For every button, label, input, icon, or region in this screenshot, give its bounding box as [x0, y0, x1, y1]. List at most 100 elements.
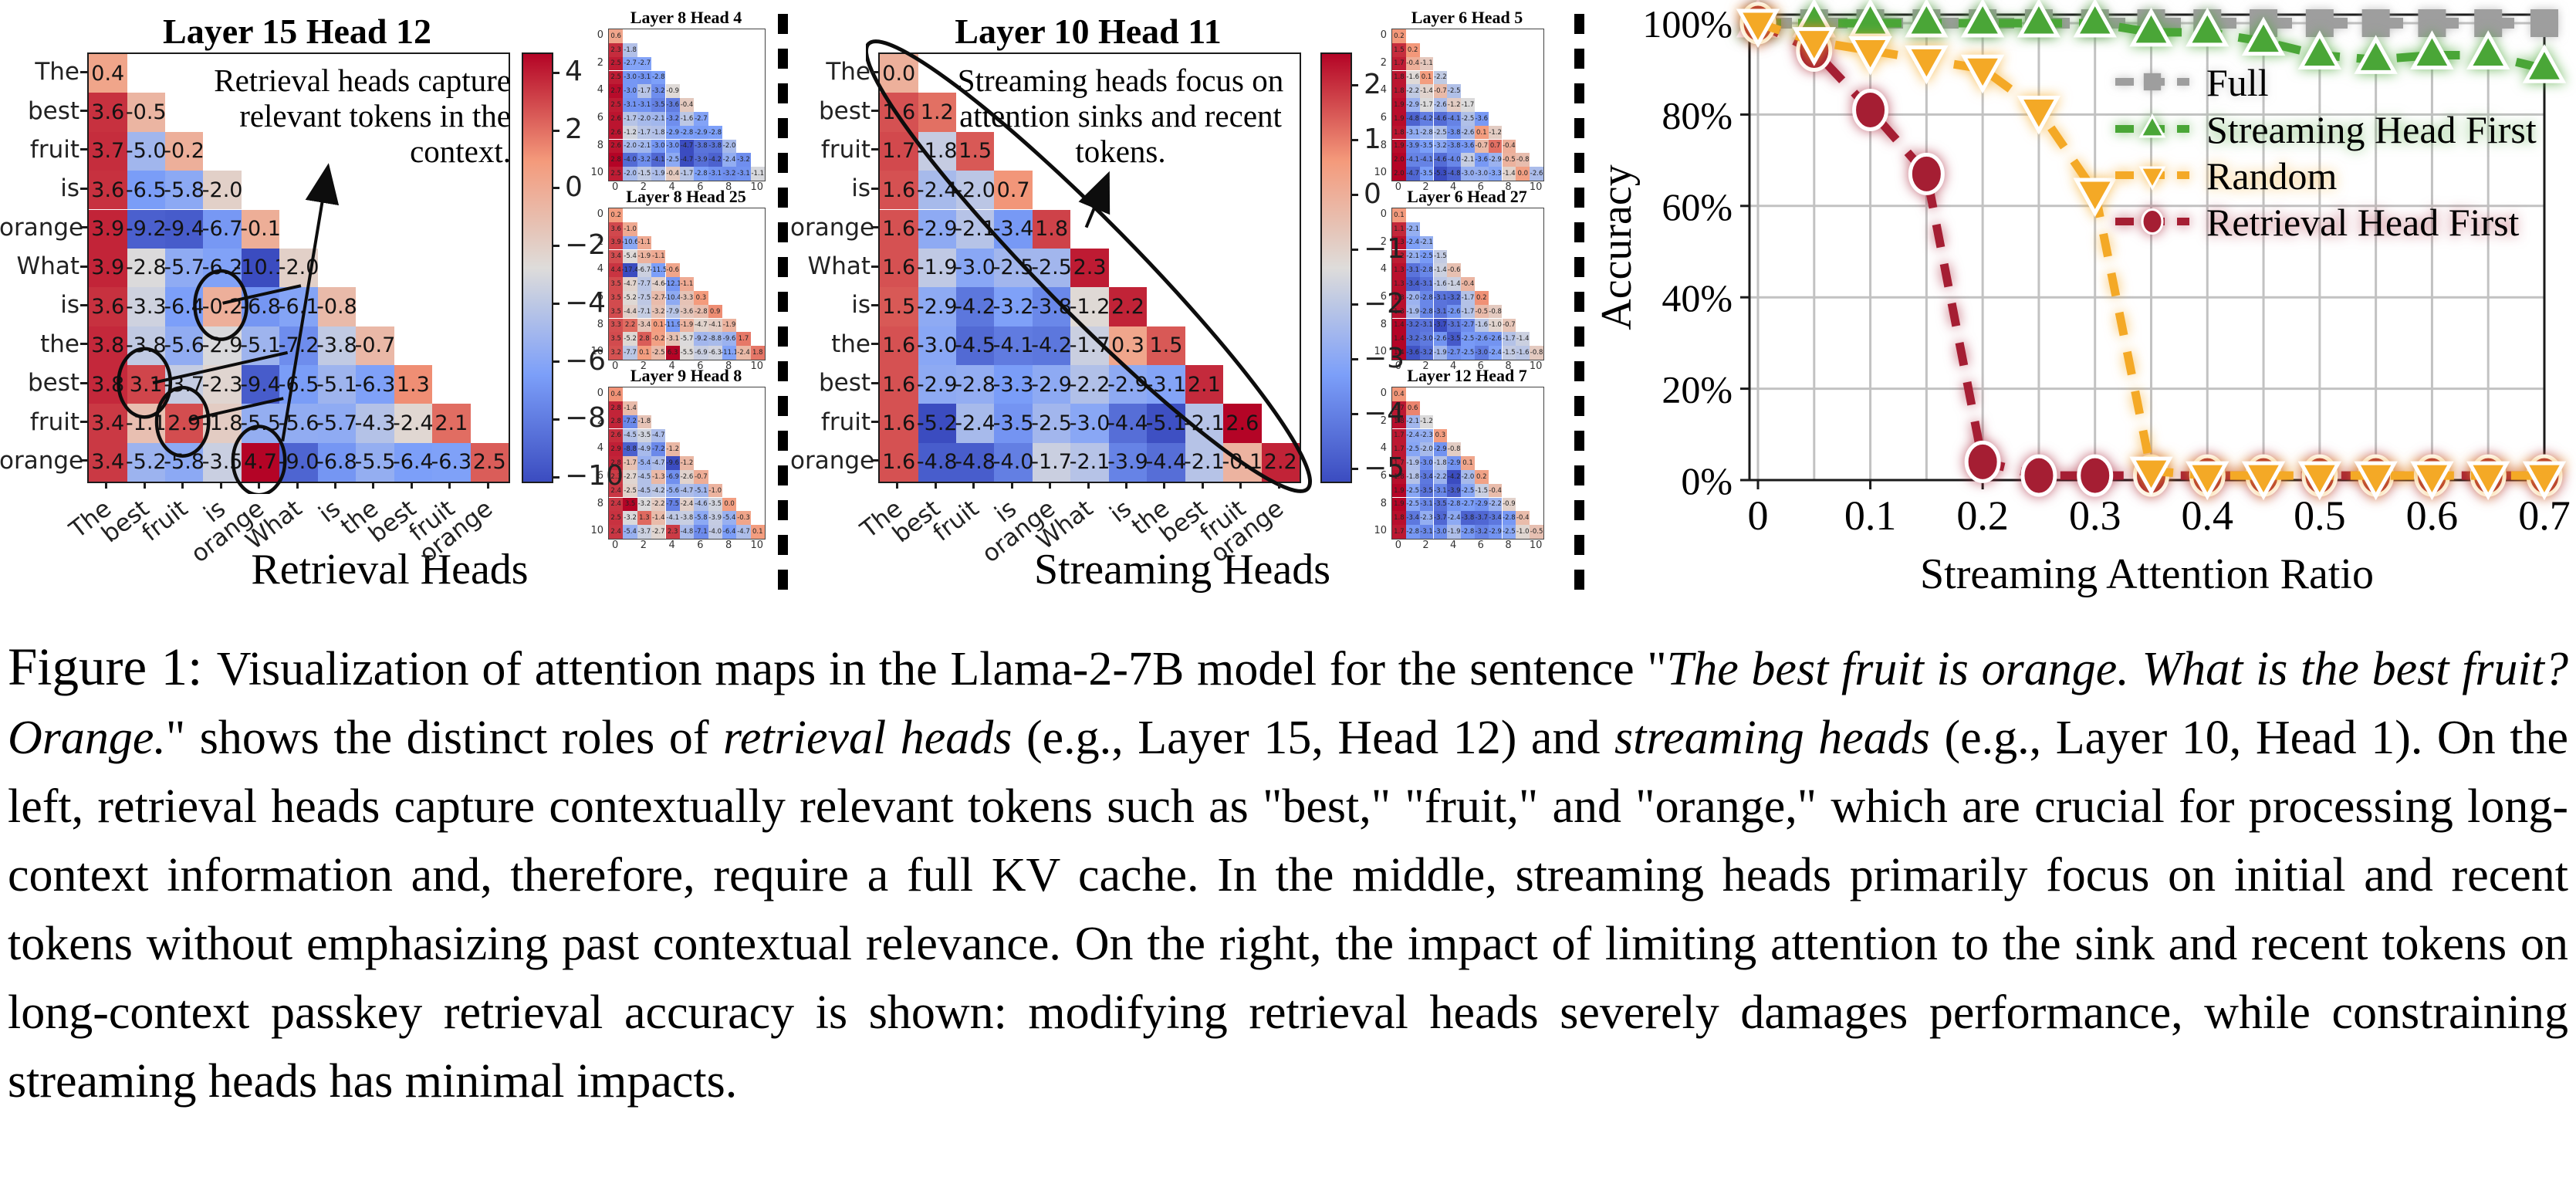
col-tick-mark	[181, 482, 184, 489]
mini-heatmap-cell: -1.9	[1405, 304, 1420, 319]
heatmap-cell: 2.2	[1108, 287, 1148, 326]
mini-heatmap-cell: -1.4	[623, 401, 637, 415]
triangle-up-marker	[2073, 0, 2117, 38]
row-tick-label: is	[60, 291, 79, 320]
mini-x-tick-label: 6	[697, 540, 704, 551]
mini-heatmap-cell: -2.5	[665, 153, 680, 167]
legend-item: Full	[2115, 61, 2269, 104]
mini-heatmap-cell: 4.4	[609, 263, 624, 278]
heatmap-cell: -6.5	[279, 364, 319, 404]
mini-heatmap-cell: -2.8	[651, 70, 666, 85]
heatmap-cell: -3.0	[917, 326, 958, 365]
col-tick-mark	[296, 482, 299, 489]
row-tick-label: fruit	[820, 408, 870, 436]
heatmap-cell: -3.7	[164, 364, 205, 404]
mini-x-tick-label: 2	[1422, 360, 1429, 372]
mini-heatmap-cell: -3.8	[1461, 511, 1475, 526]
mini-x-tick-label: 6	[1477, 540, 1484, 551]
heatmap-cell: -1.7	[1031, 442, 1072, 482]
triangle-down-marker	[1792, 27, 1837, 66]
mini-heatmap-cell: 1.5	[1392, 42, 1406, 57]
mini-heatmap-cell: -5.4	[623, 525, 637, 539]
heatmap-cell: -5.2	[917, 404, 958, 443]
mini-heatmap-cell: -10.6	[622, 235, 639, 250]
mini-heatmap-cell: -1.2	[665, 442, 680, 457]
mini-y-tick-label: 0	[597, 29, 603, 41]
mini-heatmap-cell: -0.5	[1530, 525, 1543, 539]
mini-heatmap-cell: -5.4	[623, 249, 637, 264]
mini-y-tick-label: 8	[597, 497, 603, 509]
mini-heatmap-cell: 0.1	[1392, 208, 1406, 222]
mini-heatmap-cell: -2.9	[694, 125, 708, 140]
caption-italic-run: streaming heads	[1614, 712, 1930, 764]
mini-heatmap-cell: -3.1	[1433, 290, 1448, 305]
mini-heatmap-cell: -3.9	[694, 153, 708, 167]
circle-marker	[2077, 454, 2114, 497]
mini-heatmap-cell: -2.0	[1461, 469, 1475, 484]
mini-heatmap-cell: -2.4	[722, 153, 737, 167]
mini-heatmap-cell: 2.8	[637, 332, 652, 347]
heatmap-cell: -6.4	[393, 442, 434, 482]
mini-x-tick-label: 4	[668, 181, 675, 193]
mini-heatmap-cell: -2.4	[1447, 511, 1462, 526]
mini-heatmap-cell: 3.5	[609, 332, 624, 347]
mini-heatmap-cell: 2.4	[609, 525, 624, 539]
circle-marker	[1964, 440, 2001, 483]
mini-y-tick-label: 10	[590, 167, 603, 179]
mini-heatmap-cell: -1.6	[1433, 277, 1448, 291]
mini-heatmap-cell: -2.5	[1433, 125, 1448, 140]
heatmap-cell: 2.9	[164, 404, 204, 443]
mini-heatmap-cell: -0.4	[1461, 277, 1475, 291]
heatmap-cell: 1.5	[880, 287, 918, 326]
row-tick-label: best	[818, 96, 870, 125]
triangle-down-marker	[2297, 461, 2342, 501]
dashed-divider	[778, 14, 788, 594]
y-tick-label: 0%	[1681, 459, 1733, 502]
mini-heatmap-cell: 0.6	[1405, 401, 1420, 415]
mini-heatmap: 0.6 2.3 -1.8 2.5 -2.7 -2.7 2.5 -3.0 -3.1 -2.8 2.7-…	[608, 29, 766, 181]
mini-heatmap-cell: -3.3	[1488, 167, 1503, 181]
caption-label: Figure 1:	[8, 638, 217, 696]
mini-heatmap-cell: -1.0	[1488, 318, 1503, 333]
triangle-up-marker	[2297, 30, 2342, 69]
row-tick-label: fruit	[29, 135, 79, 164]
x-tick-label: 0.1	[1844, 492, 1897, 539]
mini-y-tick-label: 8	[597, 139, 603, 151]
colorbar-tick-label: −4	[565, 286, 607, 319]
legend-label: Retrieval Head First	[2206, 201, 2520, 244]
col-tick-mark	[372, 482, 375, 489]
mini-heatmap-cell: -2.5	[1405, 483, 1420, 498]
heatmap-cell: -2.1	[1184, 442, 1225, 482]
circle-marker	[2020, 454, 2057, 497]
mini-heatmap-cell: -3.2	[651, 84, 666, 99]
mini-heatmap-cell: -4.7	[1405, 167, 1420, 181]
mini-x-tick-label: 8	[1505, 540, 1512, 551]
col-tick-mark	[1125, 482, 1127, 489]
mini-heatmap-cell: 2.4	[609, 497, 624, 512]
mini-heatmap-cell: 1.9	[1392, 483, 1406, 498]
mini-heatmap: 0.2 3.6 -1.0 3.9 -10.6 -1.1 3.4 -5.4 -1.9 -1.1 4.4…	[608, 208, 766, 360]
heatmap-cell: -5.8	[164, 171, 205, 210]
mini-heatmap-cell: -4.1	[708, 318, 722, 333]
mini-heatmap: 0.4 2.8 -1.4 2.8 -7.2 -1.8 2.6 -4.5 -3.5 -4.7 2.9-…	[608, 387, 766, 540]
col-tick-mark	[1087, 482, 1090, 489]
mini-heatmap-cell: 3.5	[623, 497, 637, 512]
col-tick-mark	[219, 482, 222, 489]
colorbar-tick-mark	[552, 187, 559, 190]
mini-heatmap-cell: -5.2	[623, 332, 637, 347]
mini-heatmap-cell: 2.3	[665, 525, 680, 539]
mini-heatmap-cell: -2.2	[1405, 84, 1420, 99]
mini-heatmap-cell: -12.1	[664, 277, 681, 291]
mini-heatmap-cell: -1.7	[1461, 290, 1475, 305]
mini-heatmap-cell: -3.2	[665, 111, 680, 126]
mini-heatmap-cell: 2.4	[609, 483, 624, 498]
mini-y-tick-label: 0	[1380, 29, 1387, 41]
triangle-down-marker	[2138, 166, 2166, 191]
y-tick-label: 60%	[1662, 185, 1733, 228]
row-tick-mark	[871, 187, 878, 190]
mini-x-tick-label: 4	[668, 540, 675, 551]
heatmap-cell: -6.3	[431, 442, 472, 482]
mini-x-tick-label: 0	[1394, 540, 1402, 551]
mini-heatmap-cell: -6.9	[694, 346, 708, 360]
mini-heatmap-cell: -7.1	[694, 525, 708, 539]
